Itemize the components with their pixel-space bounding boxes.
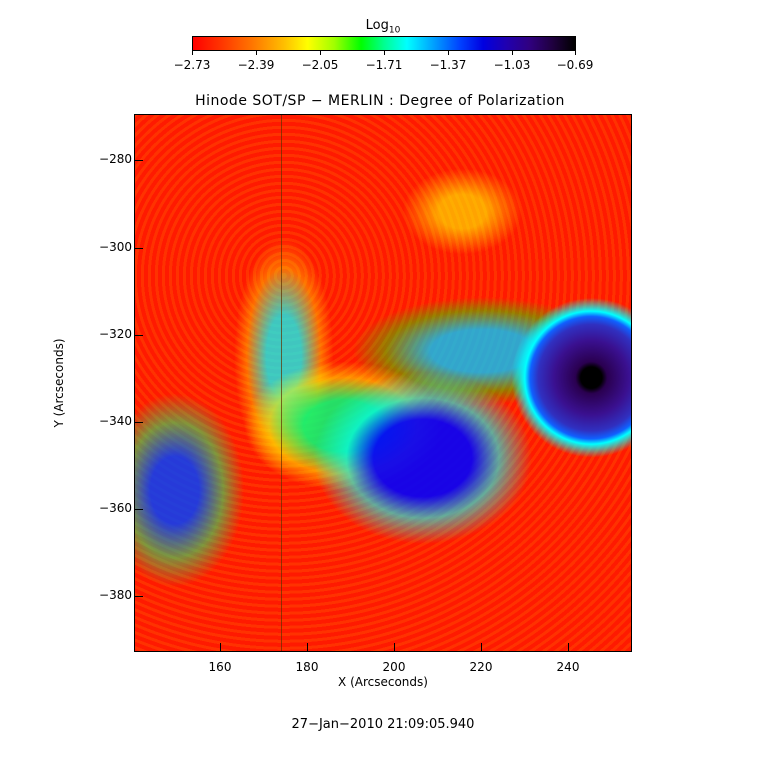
x-axis-tick <box>307 643 308 652</box>
colorbar-tick-label: −1.03 <box>493 58 531 72</box>
y-tick-label: −300 <box>99 240 132 254</box>
y-axis-tick <box>134 335 143 336</box>
colorbar <box>192 36 576 51</box>
x-axis-tick <box>481 643 482 652</box>
colorbar-title: Log10 <box>365 18 401 36</box>
polarization-map-image <box>134 114 632 652</box>
colorbar-tick <box>192 50 193 55</box>
x-axis-tick <box>394 643 395 652</box>
colorbar-tick <box>320 50 321 55</box>
y-axis-tick <box>134 596 143 597</box>
colorbar-tick-label: −2.73 <box>173 58 211 72</box>
colorbar-tick <box>256 50 257 55</box>
x-tick-label: 160 <box>208 660 232 674</box>
y-tick-label: −380 <box>99 588 132 602</box>
y-tick-label: −360 <box>99 501 132 515</box>
colorbar-tick-label: −1.37 <box>429 58 467 72</box>
x-axis-tick <box>220 643 221 652</box>
colorbar-tick-label: −1.71 <box>365 58 403 72</box>
colorbar-tick <box>384 50 385 55</box>
x-tick-label: 220 <box>469 660 493 674</box>
y-axis-tick <box>134 422 143 423</box>
colorbar-tick-label: −2.05 <box>301 58 339 72</box>
y-tick-label: −340 <box>99 414 132 428</box>
y-axis-title: Y (Arcseconds) <box>52 338 66 428</box>
x-axis-title: X (Arcseconds) <box>338 675 428 689</box>
y-tick-label: −280 <box>99 152 132 166</box>
colorbar-tick-label: −0.69 <box>556 58 594 72</box>
x-axis-tick <box>568 643 569 652</box>
observation-timestamp: 27−Jan−2010 21:09:05.940 <box>291 717 475 732</box>
plot-title: Hinode SOT/SP − MERLIN : Degree of Polar… <box>195 93 565 109</box>
x-tick-label: 240 <box>556 660 580 674</box>
colorbar-tick <box>448 50 449 55</box>
y-axis-tick <box>134 248 143 249</box>
colorbar-tick <box>575 50 576 55</box>
x-tick-label: 180 <box>295 660 319 674</box>
scan-seam-line <box>281 115 282 651</box>
colorbar-tick-label: −2.39 <box>237 58 275 72</box>
colorbar-tick <box>512 50 513 55</box>
y-axis-tick <box>134 509 143 510</box>
y-tick-label: −320 <box>99 327 132 341</box>
y-axis-tick <box>134 160 143 161</box>
x-tick-label: 200 <box>382 660 406 674</box>
